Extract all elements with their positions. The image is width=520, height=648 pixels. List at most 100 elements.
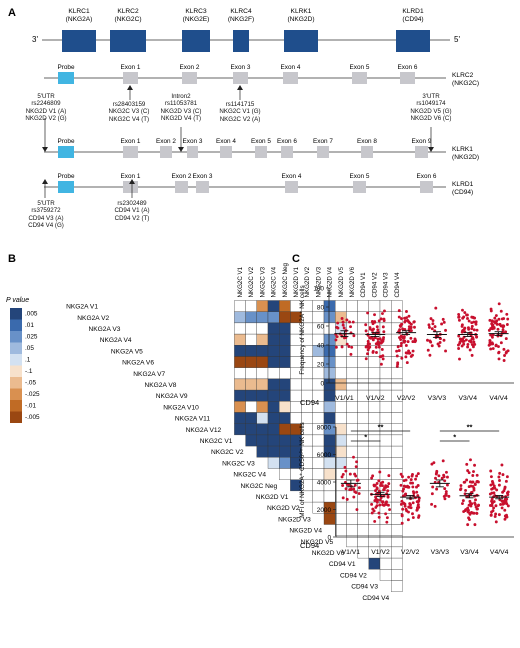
significance-mark: * [453, 433, 456, 442]
data-point [493, 514, 497, 518]
data-point [377, 511, 381, 515]
data-point [497, 345, 500, 348]
heatmap-cell [346, 378, 358, 391]
data-point [497, 317, 501, 321]
data-point [386, 494, 390, 498]
data-point [432, 461, 436, 465]
data-point [402, 501, 406, 505]
legend-swatch [10, 388, 22, 400]
pvalue-legend: .005 .01 .025 .05 .1 -.1 -.05 -.025 -.01 -.005 [10, 308, 40, 423]
data-point [501, 324, 505, 328]
exon-label: Exon 6 [398, 64, 418, 71]
data-point [461, 316, 465, 320]
legend-label: .05 [25, 345, 34, 352]
track-alias: (CD94) [452, 189, 473, 196]
heatmap-cell [391, 300, 403, 312]
data-point [468, 348, 472, 352]
data-point [490, 319, 494, 323]
mfi-plot: 0 2000 4000 6000 8000 V1/V1 V1/V2 V2/V2 V3/V3 V3/… [317, 423, 514, 556]
data-point [364, 329, 368, 333]
heatmap-cell [368, 300, 381, 312]
x-tick-label: V1/V1 [342, 549, 361, 556]
data-point [494, 504, 498, 508]
heatmap-cell [312, 468, 325, 480]
data-point [416, 504, 420, 508]
data-point [370, 476, 374, 480]
data-point [409, 336, 413, 340]
data-point [497, 302, 501, 306]
data-point [374, 489, 377, 493]
data-point [399, 483, 403, 487]
heatmap-cell [256, 434, 269, 447]
data-point [375, 482, 379, 485]
heatmap-cell [368, 356, 381, 368]
data-point [355, 478, 359, 482]
heatmap-cell [267, 333, 280, 346]
data-point [380, 348, 384, 351]
data-point [377, 345, 381, 349]
legend-swatch [10, 400, 22, 412]
heatmap-cell [256, 333, 269, 346]
panel-c-label: C [292, 253, 300, 265]
heatmap-cell [245, 322, 257, 335]
data-point [406, 518, 410, 522]
legend-swatch [10, 308, 22, 320]
x-tick-label: V1/V2 [366, 395, 385, 402]
probe-block [58, 146, 74, 158]
data-point [470, 511, 473, 514]
data-point [459, 488, 462, 492]
heatmap-row-label: CD94 V2 [340, 572, 367, 579]
exon-label: Exon 5 [350, 173, 370, 180]
snp-line: rs1049174 [416, 100, 446, 108]
legend-label: -.01 [25, 403, 36, 410]
y-tick-label: 80 [317, 304, 325, 311]
gene-alias: (NKG2C) [114, 16, 141, 23]
data-point [402, 336, 406, 340]
exon-label: Exon 2 [180, 64, 200, 71]
data-point [357, 486, 361, 490]
exon-label: Exon 8 [357, 138, 377, 145]
data-point [366, 348, 370, 352]
heatmap-cell [245, 300, 257, 312]
data-point [435, 487, 439, 491]
heatmap-col-label: NKG2D V2 [304, 266, 311, 297]
heatmap-row-label: NKG2D V6 [312, 550, 345, 557]
data-point [465, 313, 468, 317]
heatmap-cell [267, 378, 280, 391]
gene-alias: (NKG2A) [66, 16, 93, 23]
data-point [488, 492, 492, 496]
heatmap-cell [234, 311, 246, 324]
heatmap-cell [323, 457, 336, 469]
data-point [352, 455, 355, 459]
heatmap-cell [346, 367, 358, 380]
data-point [497, 475, 501, 479]
legend-swatch [10, 377, 22, 389]
exon-block [175, 181, 188, 193]
data-point [374, 505, 378, 509]
data-point [505, 497, 509, 501]
heatmap-cell [234, 300, 246, 312]
data-point [412, 491, 416, 495]
heatmap-cell [279, 412, 291, 424]
heatmap-col-label: NKG2C Neg [282, 263, 289, 298]
data-point [350, 345, 354, 349]
data-point [473, 523, 477, 527]
panel-b-label: B [8, 253, 16, 265]
data-point [473, 463, 477, 467]
exon-label: Exon 4 [216, 138, 236, 145]
gene-alias: (NKG2D) [287, 16, 314, 23]
data-point [472, 340, 476, 344]
heatmap-cell [279, 378, 291, 391]
heatmap-cell [245, 434, 257, 447]
heatmap-row-label: NKG2A V6 [122, 360, 154, 367]
heatmap-cell [368, 401, 381, 413]
snp-rs2302489: rs2302489 CD94 V1 (A) CD94 V2 (T) [100, 200, 164, 222]
data-point [416, 500, 420, 504]
exon-label: Probe [57, 64, 74, 71]
data-point [502, 359, 506, 362]
data-point [375, 500, 379, 503]
data-point [377, 319, 381, 323]
data-point [495, 319, 499, 323]
data-point [400, 335, 404, 339]
data-point [469, 502, 473, 506]
